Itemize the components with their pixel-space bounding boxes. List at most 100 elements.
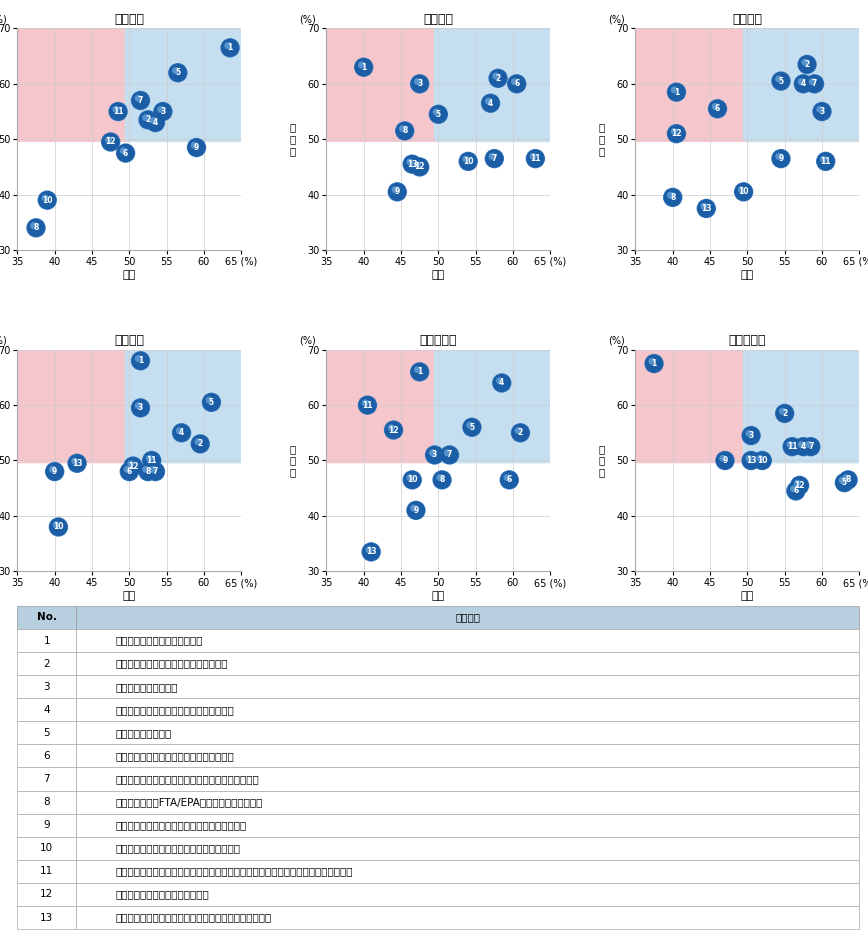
Point xyxy=(819,154,832,169)
Point xyxy=(435,472,449,487)
Point xyxy=(669,126,683,141)
Text: 11: 11 xyxy=(820,156,831,166)
Point xyxy=(778,406,792,421)
Point xyxy=(388,182,402,197)
Text: 12: 12 xyxy=(128,462,138,470)
Point xyxy=(718,453,732,468)
Text: 2: 2 xyxy=(496,74,501,82)
Text: 10: 10 xyxy=(53,522,63,532)
Point xyxy=(119,145,133,160)
Point xyxy=(134,400,148,415)
Text: 10: 10 xyxy=(739,188,749,196)
Text: 11: 11 xyxy=(787,442,798,451)
Text: (%): (%) xyxy=(608,336,625,345)
Text: 4: 4 xyxy=(153,118,158,127)
Point xyxy=(386,423,400,438)
Point xyxy=(711,101,725,117)
Text: 5: 5 xyxy=(779,77,784,85)
Point xyxy=(126,459,140,474)
Point xyxy=(463,417,477,432)
Point xyxy=(716,450,730,465)
Point xyxy=(443,447,457,463)
FancyBboxPatch shape xyxy=(632,25,752,142)
Point xyxy=(103,135,117,150)
Text: 7: 7 xyxy=(138,96,143,105)
Point xyxy=(124,456,138,471)
Text: 6: 6 xyxy=(507,475,512,484)
Point xyxy=(839,470,853,485)
Point xyxy=(396,121,410,137)
Point xyxy=(744,453,758,468)
Point xyxy=(835,473,849,488)
Text: 6: 6 xyxy=(793,486,799,496)
Point xyxy=(786,439,799,454)
Y-axis label: 重
視
度: 重 視 度 xyxy=(290,122,296,155)
Point xyxy=(405,156,419,172)
Point xyxy=(70,456,84,471)
Point xyxy=(667,124,681,139)
Point xyxy=(744,453,758,468)
Text: 9: 9 xyxy=(722,456,727,465)
Text: 4: 4 xyxy=(488,99,493,108)
Text: 4: 4 xyxy=(800,80,806,88)
Point xyxy=(786,482,800,497)
Point xyxy=(354,58,368,73)
Point xyxy=(459,152,473,167)
Text: 1: 1 xyxy=(417,368,423,376)
Point xyxy=(205,394,219,410)
Point xyxy=(841,472,855,487)
Point xyxy=(189,140,203,155)
FancyBboxPatch shape xyxy=(125,346,245,464)
Point xyxy=(465,420,479,435)
Point xyxy=(645,354,659,369)
Point xyxy=(667,82,681,98)
Point xyxy=(838,475,852,490)
Text: 1: 1 xyxy=(227,44,233,52)
Point xyxy=(391,184,404,199)
Point xyxy=(154,101,168,117)
Point xyxy=(413,159,427,174)
Point xyxy=(428,447,442,463)
Point xyxy=(191,434,205,449)
Point xyxy=(669,84,683,100)
Text: 8: 8 xyxy=(145,467,151,476)
Point xyxy=(391,184,404,199)
Point xyxy=(109,101,123,117)
FancyBboxPatch shape xyxy=(434,346,554,464)
Point xyxy=(357,60,371,75)
Text: 6: 6 xyxy=(514,80,519,88)
Text: 12: 12 xyxy=(671,129,681,138)
Point xyxy=(202,392,216,408)
Point xyxy=(737,184,751,199)
Point xyxy=(742,426,756,441)
Text: 7: 7 xyxy=(447,450,452,460)
Point xyxy=(205,394,219,410)
Text: 3: 3 xyxy=(748,431,753,440)
Title: 米国企業: 米国企業 xyxy=(115,334,144,347)
Text: (%): (%) xyxy=(299,14,316,24)
Point xyxy=(365,544,378,559)
Point xyxy=(189,140,203,155)
Point xyxy=(800,57,814,72)
Point xyxy=(38,191,52,206)
Point xyxy=(812,101,826,117)
Text: 13: 13 xyxy=(407,159,418,169)
Text: 11: 11 xyxy=(113,107,123,116)
Text: 3: 3 xyxy=(819,107,825,116)
Text: 2: 2 xyxy=(198,439,203,448)
X-axis label: 効果: 効果 xyxy=(740,270,754,280)
Point xyxy=(495,375,509,391)
Point xyxy=(147,462,161,477)
Point xyxy=(142,450,156,465)
Point xyxy=(398,123,411,138)
Text: 11: 11 xyxy=(147,456,157,465)
Text: 13: 13 xyxy=(701,204,712,213)
Point xyxy=(362,542,376,557)
X-axis label: 効果: 効果 xyxy=(431,591,445,601)
Point xyxy=(529,151,542,166)
Point xyxy=(220,38,234,53)
Point xyxy=(669,84,683,100)
Point xyxy=(514,426,528,441)
Point xyxy=(841,472,855,487)
Point xyxy=(148,464,162,479)
